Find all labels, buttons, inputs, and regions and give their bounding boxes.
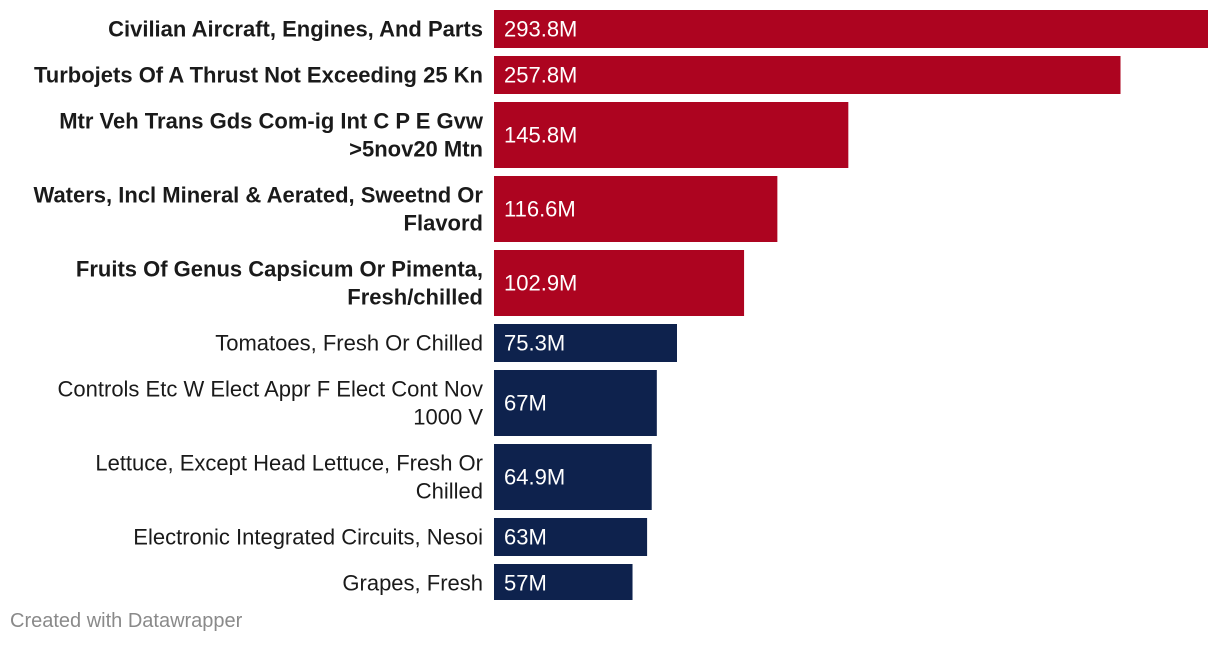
bar [494,564,633,600]
category-label: Electronic Integrated Circuits, Nesoi [133,525,483,550]
category-label-line: Waters, Incl Mineral & Aerated, Sweetnd … [34,183,484,208]
bar [494,56,1121,94]
bar [494,518,648,556]
category-label-line: Electronic Integrated Circuits, Nesoi [133,525,483,550]
category-label-line: Controls Etc W Elect Appr F Elect Cont N… [58,377,483,402]
category-label: Fruits Of Genus Capsicum Or Pimenta, Fres… [76,257,483,310]
bar-value-label: 116.6M [504,197,576,222]
bar [494,370,657,436]
bar [494,444,652,510]
category-label-line: Civilian Aircraft, Engines, And Parts [108,17,483,42]
category-label: Tomatoes, Fresh Or Chilled [215,331,483,356]
category-label-line: 1000 V [413,405,483,430]
bar-value-label: 293.8M [504,17,577,42]
category-label-line: Fresh/chilled [347,285,483,310]
bar-value-label: 63M [504,525,547,550]
category-label-line: >5nov20 Mtn [349,137,483,162]
bar-value-label: 64.9M [504,465,565,490]
bar-value-label: 75.3M [504,331,565,356]
credit-footer: Created with Datawrapper [10,610,243,632]
bar [494,102,849,168]
category-label-line: Flavord [404,211,483,236]
category-label-line: Grapes, Fresh [342,571,483,596]
category-label: Grapes, Fresh [342,571,483,596]
bar-value-label: 257.8M [504,63,577,88]
bar [494,324,677,362]
bar [494,250,745,316]
category-label: Mtr Veh Trans Gds Com-ig Int C P E Gvw >5… [59,109,484,162]
category-label-line: Chilled [416,479,483,504]
category-label: Civilian Aircraft, Engines, And Parts [108,17,483,42]
bar [494,176,778,242]
bar-value-label: 57M [504,571,547,596]
bar-value-label: 145.8M [504,123,577,148]
category-label-line: Turbojets Of A Thrust Not Exceeding 25 K… [34,63,483,88]
category-label-line: Lettuce, Except Head Lettuce, Fresh Or [95,451,483,476]
bar-value-label: 102.9M [504,271,577,296]
category-label: Waters, Incl Mineral & Aerated, Sweetnd … [34,183,484,236]
category-label: Lettuce, Except Head Lettuce, Fresh Or Ch… [95,451,483,504]
bar-value-label: 67M [504,391,547,416]
category-label-line: Mtr Veh Trans Gds Com-ig Int C P E Gvw [59,109,484,134]
category-label: Controls Etc W Elect Appr F Elect Cont N… [58,377,484,430]
category-label-line: Fruits Of Genus Capsicum Or Pimenta, [76,257,483,282]
category-label: Turbojets Of A Thrust Not Exceeding 25 K… [34,63,483,88]
bar [494,10,1208,48]
category-label-line: Tomatoes, Fresh Or Chilled [215,331,483,356]
bar-chart: 293.8M Civilian Aircraft, Engines, And Pa… [34,10,1208,600]
